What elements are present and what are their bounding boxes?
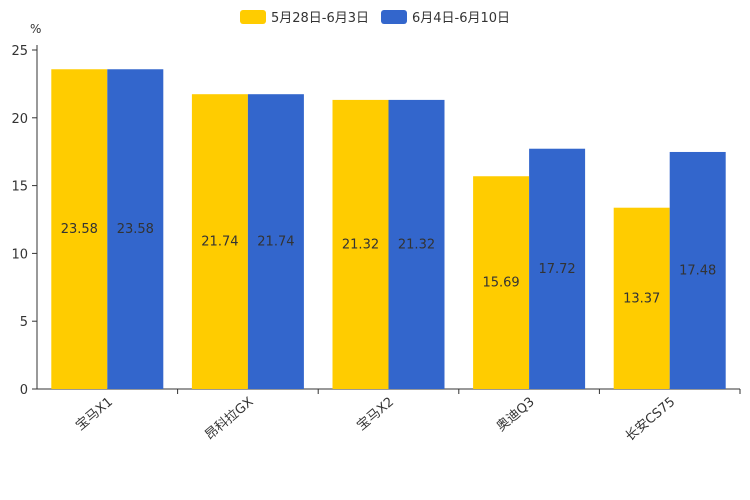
y-tick-label: 0 (20, 383, 28, 398)
y-tick-label: 5 (20, 315, 28, 330)
data-label: 21.32 (398, 237, 435, 252)
data-label: 21.74 (257, 235, 294, 250)
legend: 5月28日-6月3日 6月4日-6月10日 (0, 7, 750, 26)
legend-label-series-2: 6月4日-6月10日 (412, 11, 511, 26)
y-tick-label: 10 (11, 247, 28, 262)
bar-1[interactable] (191, 94, 248, 389)
data-label: 21.32 (342, 237, 379, 252)
data-label: 17.48 (679, 263, 716, 278)
y-axis-unit-label: % (30, 22, 42, 36)
y-tick-label: 20 (11, 112, 28, 127)
bar-2[interactable] (388, 99, 445, 389)
data-label: 21.74 (201, 235, 238, 250)
bar-2[interactable] (107, 69, 164, 390)
data-label: 15.69 (482, 276, 519, 291)
y-tick-label: 25 (11, 44, 28, 59)
bar-2[interactable] (669, 151, 726, 389)
legend-swatch-series-1 (239, 9, 266, 24)
data-label: 17.72 (538, 262, 575, 277)
bar-1[interactable] (332, 99, 389, 389)
legend-label-series-1: 5月28日-6月3日 (270, 11, 369, 26)
bar-1[interactable] (613, 207, 670, 389)
x-tick-label: 昂科拉GX (202, 395, 256, 444)
x-tick-label: 长安CS75 (623, 395, 679, 445)
legend-item-series-1[interactable]: 5月28日-6月3日 (239, 7, 369, 26)
bar-1[interactable] (51, 69, 108, 390)
x-tick-label: 宝马X2 (354, 395, 397, 434)
bar-1[interactable] (473, 176, 530, 389)
y-tick-label: 15 (11, 180, 28, 195)
x-tick-label: 宝马X1 (73, 395, 116, 434)
legend-swatch-series-2 (381, 9, 407, 24)
bar-2[interactable] (529, 148, 586, 389)
data-label: 13.37 (623, 291, 660, 306)
bar-2[interactable] (247, 94, 304, 389)
legend-item-series-2[interactable]: 6月4日-6月10日 (381, 7, 510, 26)
data-label: 23.58 (117, 222, 154, 237)
x-tick-label: 奥迪Q3 (494, 395, 538, 435)
data-label: 23.58 (61, 222, 98, 237)
